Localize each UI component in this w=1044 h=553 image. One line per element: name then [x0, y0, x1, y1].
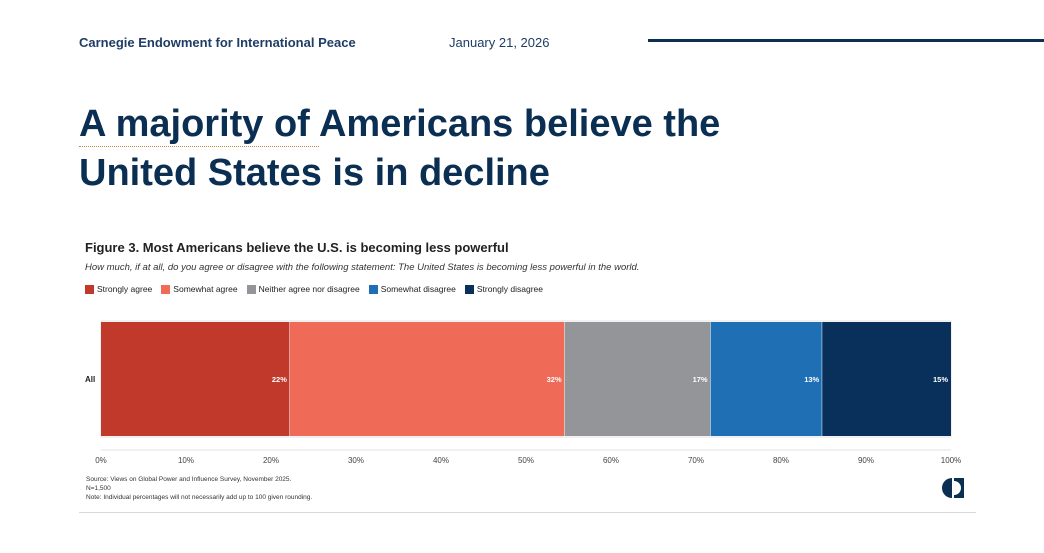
legend-label: Neither agree nor disagree: [258, 284, 360, 294]
x-tick-label: 100%: [941, 456, 961, 465]
legend-swatch: [246, 284, 256, 294]
legend-swatch: [85, 284, 94, 294]
legend-swatch: [464, 284, 474, 294]
bar-segment-strongly-disagree: [822, 322, 951, 436]
figure-subtitle: How much, if at all, do you agree or dis…: [85, 262, 640, 273]
spellcheck-underline: [79, 146, 319, 147]
legend-swatch: [161, 284, 171, 294]
x-tick-label: 70%: [688, 456, 704, 465]
sample-size: N=1,500: [86, 485, 111, 492]
x-tick-label: 30%: [348, 456, 364, 465]
bar-segment-strongly-agree: [101, 322, 290, 436]
legend-item-somewhat-agree: Somewhat agree: [161, 284, 238, 294]
data-label-somewhat-agree: 32%: [547, 375, 562, 384]
legend-item-neither: Neither agree nor disagree: [246, 284, 360, 294]
header-rule: [648, 39, 1044, 42]
x-tick-label: 90%: [858, 456, 874, 465]
data-label-strongly-disagree: 15%: [933, 375, 948, 384]
chart-source-notes: Source: Views on Global Power and Influe…: [86, 475, 312, 502]
figure-title: Figure 3. Most Americans believe the U.S…: [85, 240, 509, 255]
x-tick-label: 50%: [518, 456, 534, 465]
footer-rule: [79, 512, 976, 513]
bar-segment-somewhat-disagree: [710, 322, 823, 436]
x-tick-label: 10%: [178, 456, 194, 465]
chart-legend: Strongly agree Somewhat agree Neither ag…: [85, 283, 552, 295]
legend-label: Strongly agree: [97, 284, 153, 294]
legend-item-strongly-disagree: Strongly disagree: [464, 284, 543, 294]
legend-label: Somewhat agree: [173, 284, 238, 294]
slide-headline: A majority of Americans believe the Unit…: [79, 103, 721, 194]
legend-swatch: [368, 284, 378, 294]
data-label-somewhat-disagree: 13%: [804, 375, 819, 384]
category-label: All: [85, 375, 95, 384]
x-tick-label: 40%: [433, 456, 449, 465]
data-label-neither-agree-nor-disagree: 17%: [693, 375, 708, 384]
x-tick-label: 20%: [263, 456, 279, 465]
rounding-note: Note: Individual percentages will not ne…: [86, 494, 313, 501]
x-tick-label: 80%: [773, 456, 789, 465]
legend-label: Somewhat disagree: [380, 284, 456, 294]
carnegie-logo-icon: [942, 478, 964, 498]
source-line: Source: Views on Global Power and Influe…: [86, 476, 292, 483]
bar-segment-neither-agree-nor-disagree: [564, 322, 711, 436]
x-tick-label: 0%: [95, 456, 107, 465]
publisher-name: Carnegie Endowment for International Pea…: [79, 35, 356, 50]
legend-item-somewhat-disagree: Somewhat disagree: [368, 284, 456, 294]
data-label-strongly-agree: 22%: [272, 375, 287, 384]
publish-date: January 21, 2026: [449, 35, 550, 50]
legend-label: Strongly disagree: [476, 284, 543, 294]
x-tick-label: 60%: [603, 456, 619, 465]
bar-segment-somewhat-agree: [289, 322, 565, 436]
legend-item-strongly-agree: Strongly agree: [85, 284, 152, 294]
